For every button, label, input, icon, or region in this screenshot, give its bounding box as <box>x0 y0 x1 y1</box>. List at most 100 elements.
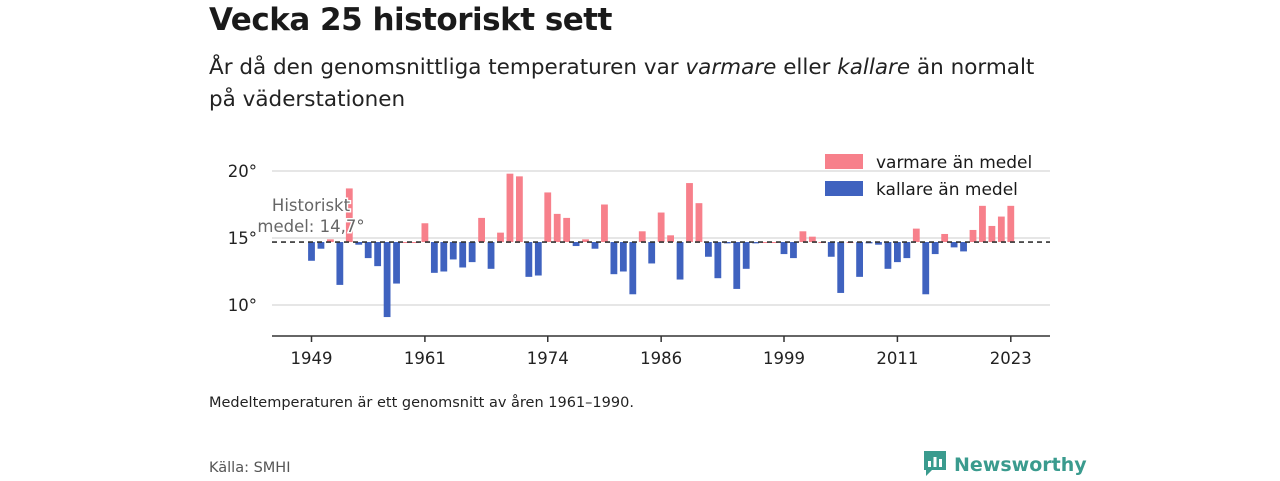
subtitle-warm-word: varmare <box>685 55 777 80</box>
source: Källa: SMHI <box>209 460 291 476</box>
chart-subtitle: År då den genomsnittliga temperaturen va… <box>209 52 1049 116</box>
bar-cold <box>317 242 325 249</box>
bar-warm <box>761 242 769 244</box>
subtitle-text-3: än normalt på väderstationen <box>209 55 1035 112</box>
newsworthy-logo-icon <box>922 449 948 481</box>
brand-name: Newsworthy <box>954 454 1087 476</box>
bar-cold <box>591 242 599 249</box>
x-axis-ticks: 1949 1961 1974 1986 1999 2011 2023 <box>291 336 1032 368</box>
bar-warm <box>582 239 589 243</box>
bar-warm <box>1007 205 1015 243</box>
bar-cold <box>714 242 722 279</box>
bar-cold <box>790 242 797 259</box>
bar-warm <box>988 225 996 243</box>
bar-warm <box>638 231 646 243</box>
x-tick-label: 2023 <box>990 349 1032 368</box>
bar-warm <box>969 229 977 243</box>
x-tick-label: 1961 <box>404 349 446 368</box>
bar-cold <box>884 242 892 269</box>
bar-cold <box>430 242 438 273</box>
x-tick-label: 1949 <box>291 349 333 368</box>
bar-cold <box>619 242 627 272</box>
y-tick-label: 10° <box>228 296 257 315</box>
bar-cold <box>572 242 580 247</box>
bar-cold <box>534 242 542 276</box>
bar-cold <box>723 242 731 244</box>
bar-cold <box>827 242 835 257</box>
bar-warm <box>657 212 665 243</box>
bar-warm <box>808 236 816 243</box>
bar-warm <box>412 242 419 244</box>
baseline-label-line2: medel: 14,7° <box>257 217 364 236</box>
bar-cold <box>676 242 684 280</box>
bar-warm <box>997 216 1005 243</box>
bar-warm <box>478 217 485 243</box>
bar-cold <box>903 242 911 259</box>
bar-cold <box>837 242 845 293</box>
baseline-label-line1: Historiskt <box>272 196 351 215</box>
bar-warm <box>402 242 410 244</box>
bar-cold <box>950 242 958 248</box>
bar-warm <box>327 239 334 243</box>
bar-warm <box>799 231 807 243</box>
legend-cold-swatch <box>825 181 863 196</box>
bar-cold <box>393 242 400 284</box>
bar-warm <box>506 173 514 243</box>
y-axis-ticks: 10° 15° 20° <box>228 162 257 315</box>
x-tick-label: 1974 <box>527 349 569 368</box>
bar-cold <box>922 242 930 295</box>
bar-warm <box>601 204 608 243</box>
bar-warm <box>544 192 552 243</box>
bar-warm <box>563 217 571 243</box>
bar-cold <box>733 242 741 289</box>
y-tick-label: 20° <box>228 162 257 181</box>
bar-cold <box>742 242 750 269</box>
x-tick-label: 1999 <box>763 349 805 368</box>
bar-cold <box>894 242 901 263</box>
subtitle-cold-word: kallare <box>837 55 911 80</box>
bar-cold <box>374 242 382 267</box>
bar-cold <box>960 242 967 252</box>
brand-logo[interactable]: Newsworthy <box>922 450 1087 480</box>
bar-cold <box>752 242 760 244</box>
bar-cold <box>459 242 467 268</box>
bar-cold <box>875 242 882 245</box>
bar-cold <box>364 242 372 259</box>
bar-warm <box>553 213 561 243</box>
bar-cold <box>780 242 788 255</box>
bar-cold <box>449 242 457 260</box>
bar-warm <box>421 223 429 243</box>
bar-cold <box>383 242 391 318</box>
legend-cold-label: kallare än medel <box>876 180 1018 200</box>
bar-cold <box>468 242 476 263</box>
chart-title: Vecka 25 historiskt sett <box>209 2 612 38</box>
bars <box>308 173 1015 318</box>
legend: varmare än medel kallare än medel <box>825 153 1032 200</box>
bar-cold <box>487 242 495 269</box>
bar-warm <box>686 183 693 243</box>
y-tick-label: 15° <box>228 229 257 248</box>
bar-warm <box>771 242 778 244</box>
bar-cold <box>336 242 344 285</box>
bar-cold <box>525 242 533 277</box>
bar-cold <box>856 242 863 277</box>
bar-warm <box>941 233 949 243</box>
subtitle-text-1: År då den genomsnittliga temperaturen va… <box>209 55 686 80</box>
bar-cold <box>308 242 315 261</box>
bar-cold <box>440 242 448 272</box>
legend-warm-swatch <box>825 154 863 169</box>
bar-cold <box>705 242 712 257</box>
bar-warm <box>497 232 504 243</box>
bar-cold <box>610 242 618 275</box>
bar-warm <box>516 176 523 243</box>
bar-warm <box>695 203 703 243</box>
legend-warm-label: varmare än medel <box>876 153 1032 173</box>
bar-cold <box>629 242 637 295</box>
bar-warm <box>979 205 986 243</box>
bar-cold <box>931 242 939 255</box>
bar-cold <box>355 242 363 245</box>
bar-warm <box>667 235 674 243</box>
bar-warm <box>345 188 353 243</box>
x-tick-label: 2011 <box>876 349 918 368</box>
